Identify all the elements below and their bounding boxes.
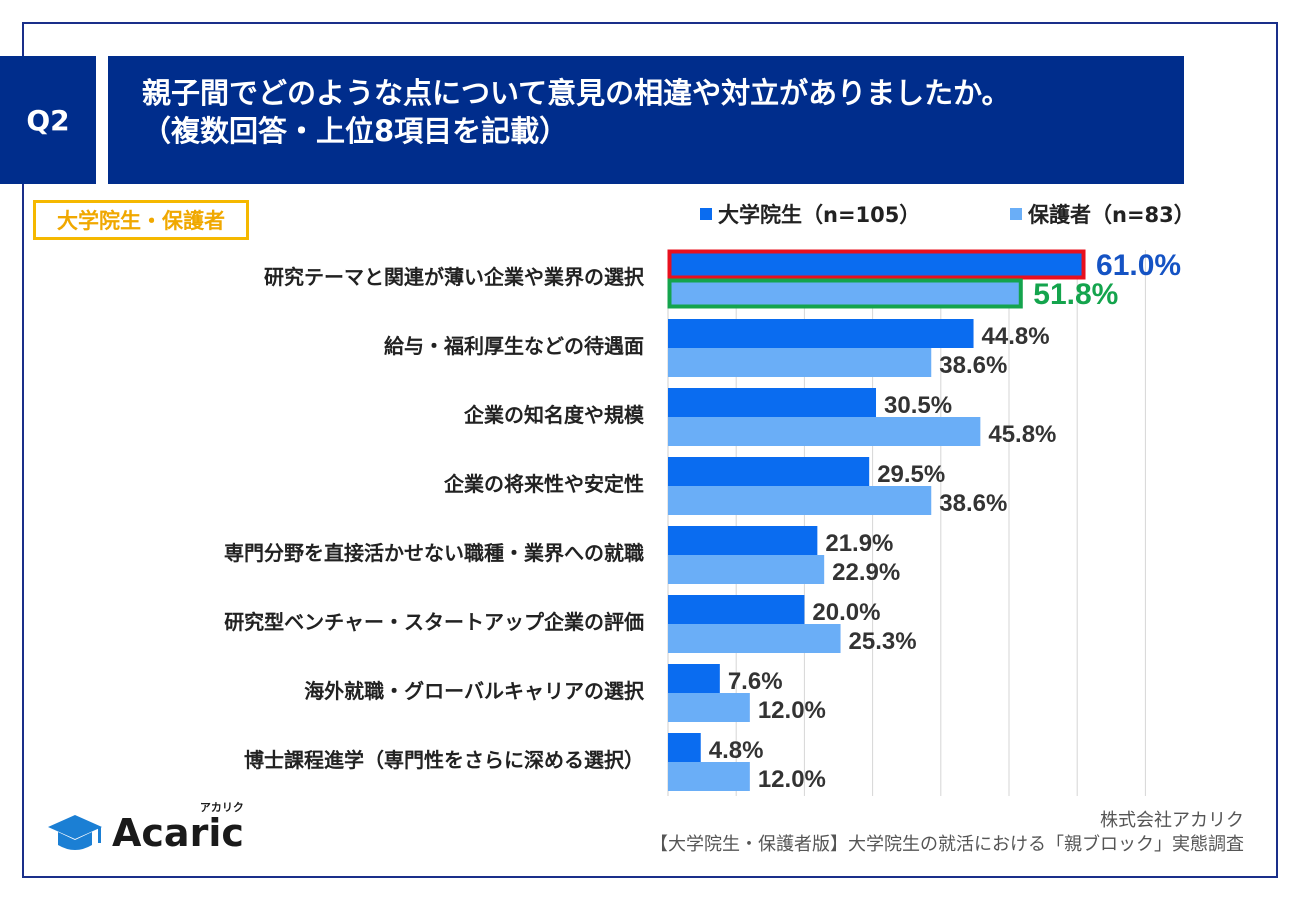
respondent-badge: 大学院生・保護者: [33, 200, 249, 240]
footer-company: 株式会社アカリク: [1100, 810, 1244, 831]
data-label: 38.6%: [939, 352, 1007, 379]
footer-survey: 【大学院生・保護者版】大学院生の就活における「親ブロック」実態調査: [650, 834, 1244, 855]
data-label: 45.8%: [988, 421, 1056, 448]
legend-item-students: 大学院生（n=105）: [700, 200, 920, 228]
logo-text: Acaric: [112, 811, 244, 855]
category-label: 博士課程進学（専門性をさらに深める選択）: [244, 748, 644, 772]
legend-swatch-parents: [1010, 208, 1022, 220]
bar-parents: [668, 486, 932, 515]
category-label: 企業の知名度や規模: [463, 403, 645, 427]
data-label: 12.0%: [758, 766, 826, 793]
data-label: 61.0%: [1096, 249, 1181, 282]
title-line-2: （複数回答・上位8項目を記載）: [142, 114, 569, 148]
legend-swatch-students: [700, 208, 712, 220]
data-label: 44.8%: [982, 323, 1050, 350]
bar-parents: [668, 348, 932, 377]
data-label: 38.6%: [939, 490, 1007, 517]
legend-label-students: 大学院生（n=105）: [718, 203, 921, 227]
category-label: 研究型ベンチャー・スタートアップ企業の評価: [224, 610, 644, 634]
data-label: 25.3%: [849, 628, 917, 655]
category-label: 企業の将来性や安定性: [443, 472, 644, 496]
title-line-1: 親子間でどのような点について意見の相違や対立がありましたか。: [142, 76, 1011, 110]
logo-kana: アカリク: [199, 801, 244, 814]
data-label: 7.6%: [728, 668, 783, 695]
graduation-cap-icon: [48, 815, 102, 850]
data-label: 4.8%: [709, 737, 764, 764]
bar-students: [668, 319, 974, 348]
category-label: 専門分野を直接活かせない職種・業界への就職: [224, 541, 644, 565]
bar-students: [668, 526, 818, 555]
highlight-box-students: [667, 249, 1086, 280]
data-label: 21.9%: [825, 530, 893, 557]
data-label: 12.0%: [758, 697, 826, 724]
data-label: 51.8%: [1033, 278, 1118, 311]
highlight-box-parents: [667, 278, 1023, 309]
title-banner: 親子間でどのような点について意見の相違や対立がありましたか。 （複数回答・上位8…: [108, 56, 1184, 184]
logo-wordmark: Acaric アカリク: [112, 801, 244, 855]
data-label: 30.5%: [884, 392, 952, 419]
bar-parents: [668, 555, 825, 584]
outer-frame: [22, 22, 1278, 878]
acaric-logo: Acaric アカリク: [46, 801, 244, 858]
bar-parents: [668, 417, 981, 446]
legend-item-parents: 保護者（n=83）: [1010, 200, 1195, 228]
bar-students: [668, 388, 877, 417]
bar-students: [668, 664, 720, 693]
bar-parents: [668, 624, 841, 653]
bar-students: [668, 457, 870, 486]
category-label: 給与・福利厚生などの待遇面: [384, 334, 644, 358]
question-number: Q2: [0, 56, 96, 184]
bar-parents: [668, 279, 1022, 308]
bar-parents: [668, 762, 750, 791]
bar-students: [668, 595, 805, 624]
category-label: 研究テーマと関連が薄い企業や業界の選択: [264, 265, 645, 289]
bar-students: [668, 250, 1085, 279]
data-label: 29.5%: [877, 461, 945, 488]
category-label: 海外就職・グローバルキャリアの選択: [304, 679, 645, 703]
data-label: 20.0%: [812, 599, 880, 626]
data-label: 22.9%: [832, 559, 900, 586]
bar-students: [668, 733, 701, 762]
legend-label-parents: 保護者（n=83）: [1028, 203, 1195, 227]
bar-parents: [668, 693, 750, 722]
